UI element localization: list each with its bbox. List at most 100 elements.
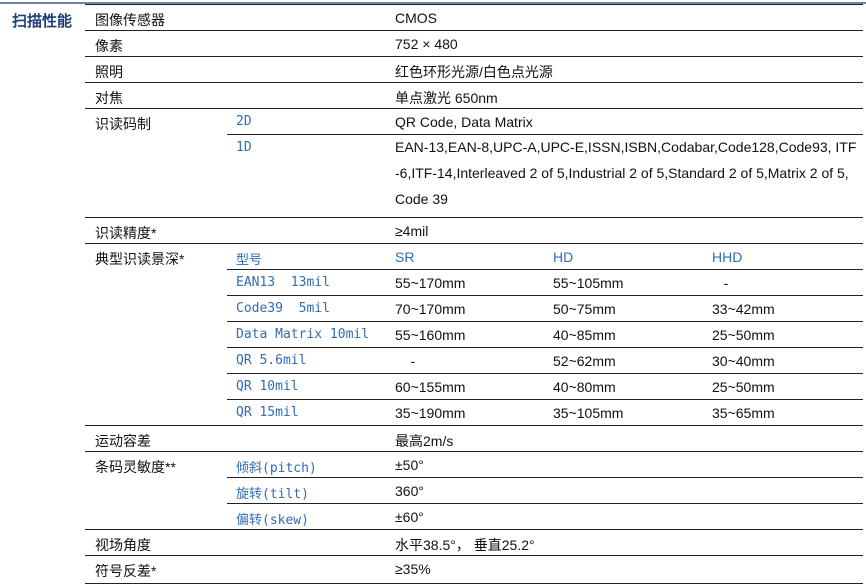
table-row: 符号反差* ≥35% [85, 555, 863, 581]
table-row: 照明 红色环形光源/白色点光源 [85, 56, 863, 82]
row-divider [85, 555, 863, 556]
row-divider [227, 503, 863, 504]
spec-value: 60~155mm [395, 379, 466, 395]
spec-value: ≥35% [395, 561, 431, 577]
spec-label: 对焦 [95, 90, 123, 106]
row-divider [85, 425, 863, 426]
spec-value: 30~40mm [712, 353, 775, 369]
spec-value: 35~190mm [395, 405, 466, 421]
row-divider [227, 347, 863, 348]
table-row: 典型识读景深* 型号 SR HD HHD [85, 243, 863, 269]
spec-value: 55~160mm [395, 327, 466, 343]
column-header: HD [553, 249, 574, 265]
spec-value: ±50° [395, 457, 424, 473]
table-row: 识读码制 2D QR Code, Data Matrix [85, 108, 863, 134]
row-divider [227, 477, 863, 478]
spec-sublabel: 1D [236, 140, 252, 155]
spec-label: 典型识读景深* [95, 251, 185, 267]
spec-value: 52~62mm [553, 353, 616, 369]
spec-value: 35~105mm [553, 405, 624, 421]
spec-sublabel: 型号 [236, 253, 263, 268]
row-divider [227, 134, 863, 135]
spec-value: 单点激光 650nm [395, 90, 498, 106]
spec-table: 图像传感器 CMOS 像素 752 × 480 照明 红色环形光源/白色点光源对焦 单点激光… [85, 4, 863, 581]
spec-sublabel: QR 10mil [236, 379, 299, 394]
spec-sublabel: 2D [236, 114, 252, 129]
spec-sublabel: Code39 5mil [236, 301, 330, 316]
spec-value: 50~75mm [553, 301, 616, 317]
table-row: 像素 752 × 480 [85, 30, 863, 56]
spec-value: 35~65mm [712, 405, 775, 421]
row-divider [85, 243, 863, 244]
table-row: 识读精度* ≥4mil [85, 217, 863, 243]
spec-label: 视场角度 [95, 537, 151, 553]
table-row: 对焦 单点激光 650nm [85, 82, 863, 108]
table-row: 1D EAN-13,EAN-8,UPC-A,UPC-E,ISSN,ISBN,Cod… [85, 134, 863, 217]
row-divider [227, 373, 863, 374]
row-divider [227, 269, 863, 270]
spec-value: EAN-13,EAN-8,UPC-A,UPC-E,ISSN,ISBN,Codab… [395, 139, 857, 207]
spec-label: 运动容差 [95, 433, 151, 449]
spec-value: 55~105mm [553, 275, 624, 291]
table-row: 运动容差 最高2m/s [85, 425, 863, 451]
spec-sublabel: QR 15mil [236, 405, 299, 420]
row-divider [227, 321, 863, 322]
spec-value: 25~50mm [712, 379, 775, 395]
spec-value: 33~42mm [712, 301, 775, 317]
row-divider [85, 529, 863, 530]
row-divider [85, 451, 863, 452]
table-row: 旋转(tilt) 360° [85, 477, 863, 503]
row-divider [85, 108, 863, 109]
spec-value: 752 × 480 [395, 36, 458, 52]
spec-value: CMOS [395, 10, 437, 26]
row-divider [85, 30, 863, 31]
spec-label: 识读精度* [95, 225, 157, 241]
table-row: Data Matrix 10mil 55~160mm 40~85mm 25~50mm [85, 321, 863, 347]
spec-value: 水平38.5°， 垂直25.2° [395, 537, 535, 553]
spec-sublabel: 偏转(skew) [236, 513, 309, 528]
row-divider [85, 82, 863, 83]
column-header: HHD [712, 249, 743, 265]
table-bottom-rule [85, 583, 863, 584]
spec-value: 40~85mm [553, 327, 616, 343]
table-row: 条码灵敏度** 倾斜(pitch) ±50° [85, 451, 863, 477]
spec-label: 像素 [95, 38, 123, 54]
spec-sublabel: Data Matrix 10mil [236, 327, 370, 342]
spec-label: 识读码制 [95, 116, 151, 132]
spec-value: 最高2m/s [395, 433, 454, 449]
row-divider [85, 56, 863, 57]
spec-value: - [712, 275, 729, 291]
spec-label: 图像传感器 [95, 12, 165, 28]
table-row: 视场角度 水平38.5°， 垂直25.2° [85, 529, 863, 555]
column-header: SR [395, 249, 415, 265]
spec-value: 40~80mm [553, 379, 616, 395]
spec-label: 符号反差* [95, 563, 157, 579]
table-row: 偏转(skew) ±60° [85, 503, 863, 529]
table-row: QR 5.6mil - 52~62mm 30~40mm [85, 347, 863, 373]
table-row: EAN13 13mil 55~170mm 55~105mm - [85, 269, 863, 295]
table-row: QR 15mil 35~190mm 35~105mm 35~65mm [85, 399, 863, 425]
table-row: Code39 5mil 70~170mm 50~75mm 33~42mm [85, 295, 863, 321]
spec-value: 360° [395, 483, 424, 499]
spec-value: 70~170mm [395, 301, 466, 317]
spec-value: 红色环形光源/白色点光源 [395, 64, 553, 80]
spec-sublabel: 倾斜(pitch) [236, 461, 317, 476]
table-row: QR 10mil 60~155mm 40~80mm 25~50mm [85, 373, 863, 399]
row-divider [85, 217, 863, 218]
row-divider [227, 399, 863, 400]
spec-sublabel: 旋转(tilt) [236, 487, 309, 502]
table-row: 图像传感器 CMOS [85, 4, 863, 30]
spec-label: 照明 [95, 64, 123, 80]
spec-label: 条码灵敏度** [95, 459, 176, 475]
section-title: 扫描性能 [12, 13, 73, 30]
top-rule [0, 2, 866, 4]
spec-value: ≥4mil [395, 223, 429, 239]
row-divider [85, 4, 863, 5]
row-divider [227, 295, 863, 296]
spec-value: 55~170mm [395, 275, 466, 291]
spec-sublabel: EAN13 13mil [236, 275, 330, 290]
spec-value: QR Code, Data Matrix [395, 114, 533, 130]
spec-sublabel: QR 5.6mil [236, 353, 307, 368]
spec-value: 25~50mm [712, 327, 775, 343]
spec-value: - [395, 353, 416, 369]
